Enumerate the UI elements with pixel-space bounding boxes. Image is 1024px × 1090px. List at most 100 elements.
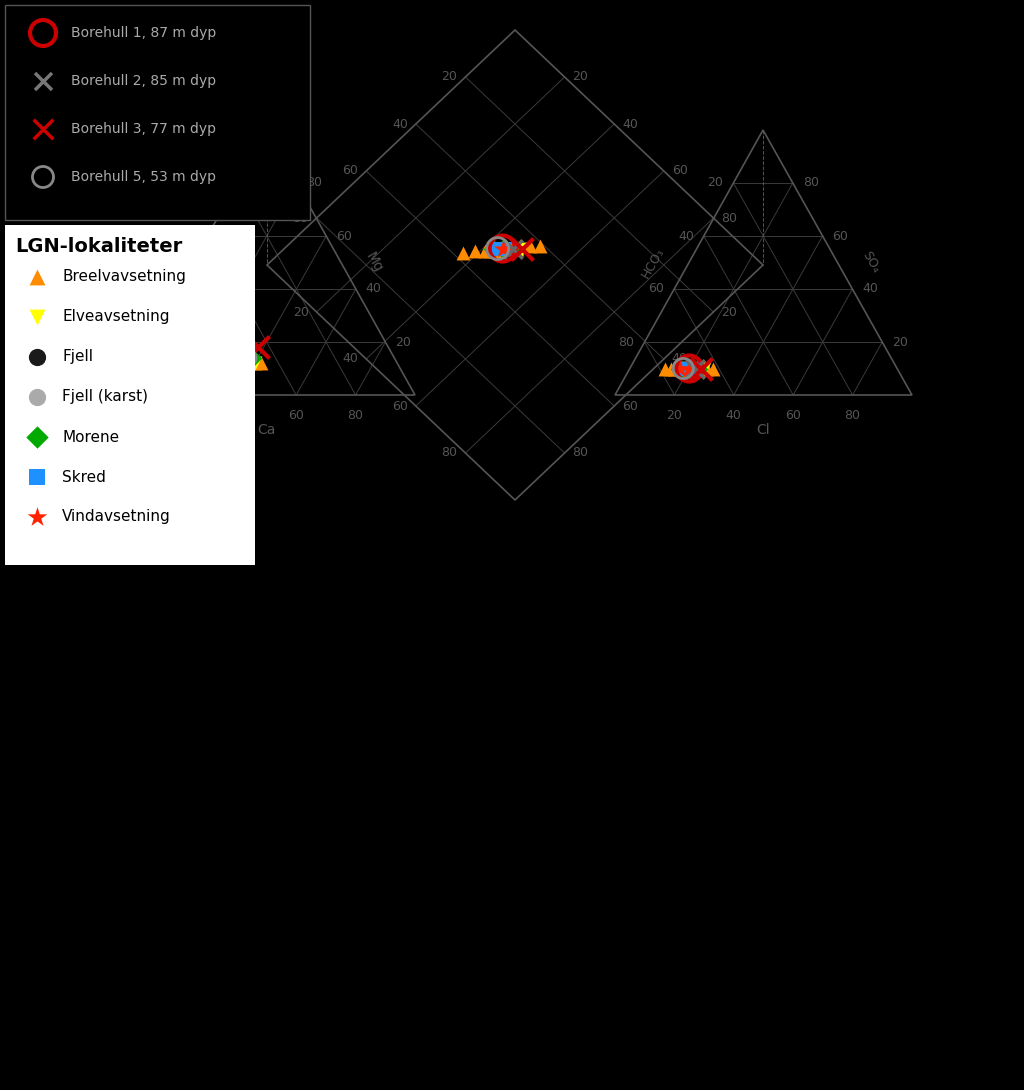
Point [690,360,707,377]
Point [531,238,548,255]
Point [500,240,516,257]
Point [657,360,674,377]
Point [672,360,688,377]
Point [672,360,688,377]
Text: 40: 40 [392,118,408,131]
Point [500,240,516,257]
Point [693,360,710,377]
Text: 60: 60 [672,165,688,178]
Text: 20: 20 [441,71,458,84]
Point [514,240,530,257]
Text: Borehull 2, 85 m dyp: Borehull 2, 85 m dyp [71,74,216,88]
Point [687,360,703,377]
Text: 20: 20 [892,336,908,349]
Point [29,428,45,446]
Bar [5,5,310,220]
Point [505,240,521,257]
Point [228,354,245,372]
Text: 60: 60 [152,282,168,295]
Text: 60: 60 [342,165,358,178]
Point [500,240,516,257]
Point [487,242,504,259]
Point [29,388,45,405]
Text: Skred: Skred [62,470,105,484]
Text: 80: 80 [306,177,323,190]
Point [482,242,499,259]
Point [678,360,694,377]
Point [250,339,266,356]
Point [467,242,483,259]
Point [455,244,471,262]
Point [484,240,501,257]
Text: 60: 60 [785,409,801,422]
Text: Breelvavsetning: Breelvavsetning [62,269,186,284]
Point [690,360,707,377]
Point [514,240,530,257]
Text: Fjell (karst): Fjell (karst) [62,389,148,404]
Text: 40: 40 [342,352,358,365]
Point [512,238,528,255]
Point [678,360,694,377]
Point [495,240,511,257]
Point [505,240,521,257]
Point [505,240,521,257]
Point [253,354,269,372]
Point [231,349,248,366]
Text: HCO₃: HCO₃ [639,245,667,280]
Text: 80: 80 [721,211,737,225]
Point [35,72,51,89]
Point [681,360,697,377]
Point [687,360,703,377]
Point [222,360,239,377]
Point [678,354,694,372]
Text: 40: 40 [672,352,688,365]
Point [675,360,691,377]
Text: 60: 60 [648,282,665,295]
Point [247,354,263,372]
Text: SO₄: SO₄ [859,250,883,276]
Text: 20: 20 [667,409,682,422]
Text: 80: 80 [803,177,819,190]
Point [509,240,525,257]
Point [231,339,248,356]
Point [705,360,721,377]
Point [687,360,703,377]
Point [500,240,516,257]
Text: 20: 20 [211,177,227,190]
Point [241,339,257,356]
Text: 60: 60 [833,230,849,242]
Point [667,360,683,377]
Text: 40: 40 [726,409,741,422]
Text: 80: 80 [441,447,458,460]
Text: 80: 80 [293,211,308,225]
Text: LGN-lokaliteter: LGN-lokaliteter [15,237,182,256]
Point [29,349,45,366]
Point [664,360,680,377]
Text: 80: 80 [122,336,138,349]
Point [690,360,707,377]
Text: 20: 20 [708,177,723,190]
Point [687,360,703,377]
Point [489,240,506,257]
Point [495,240,511,257]
Text: 80: 80 [572,447,589,460]
Point [505,240,521,257]
Text: 80: 80 [347,409,364,422]
Point [29,268,45,286]
Point [244,349,260,366]
Point [220,360,237,377]
Point [675,360,691,377]
Bar [5,225,255,565]
Text: Elveavsetning: Elveavsetning [62,310,170,325]
Text: Borehull 5, 53 m dyp: Borehull 5, 53 m dyp [71,170,216,184]
Text: 40: 40 [623,118,638,131]
Point [214,360,230,377]
Point [687,360,703,377]
Point [247,354,263,372]
Point [505,240,521,257]
Point [225,354,242,372]
Point [495,240,511,257]
Text: 40: 40 [228,409,245,422]
Text: 40: 40 [366,282,382,295]
Text: 20: 20 [721,305,737,318]
